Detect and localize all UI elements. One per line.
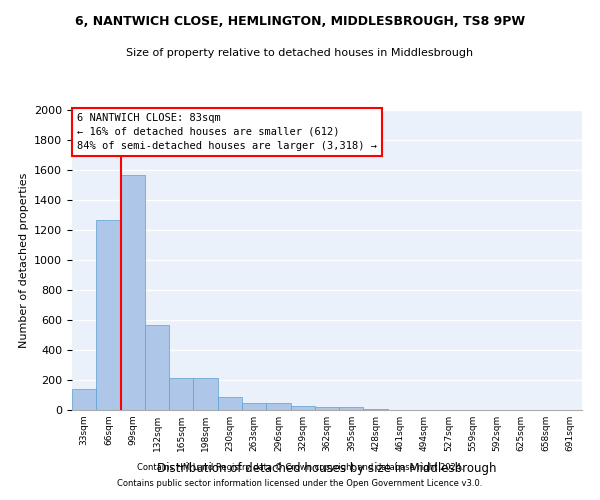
Bar [242,402,266,410]
Text: Contains public sector information licensed under the Open Government Licence v3: Contains public sector information licen… [118,478,482,488]
Bar [266,403,290,410]
Bar [193,378,218,410]
Bar [96,220,121,410]
Text: Size of property relative to detached houses in Middlesbrough: Size of property relative to detached ho… [127,48,473,58]
X-axis label: Distribution of detached houses by size in Middlesbrough: Distribution of detached houses by size … [157,462,497,475]
Bar [218,396,242,410]
Bar [290,406,315,410]
Text: Contains HM Land Registry data © Crown copyright and database right 2024.: Contains HM Land Registry data © Crown c… [137,464,463,472]
Bar [72,389,96,410]
Bar [315,407,339,410]
Bar [121,174,145,410]
Y-axis label: Number of detached properties: Number of detached properties [19,172,29,348]
Bar [364,409,388,410]
Text: 6, NANTWICH CLOSE, HEMLINGTON, MIDDLESBROUGH, TS8 9PW: 6, NANTWICH CLOSE, HEMLINGTON, MIDDLESBR… [75,15,525,28]
Text: 6 NANTWICH CLOSE: 83sqm
← 16% of detached houses are smaller (612)
84% of semi-d: 6 NANTWICH CLOSE: 83sqm ← 16% of detache… [77,113,377,151]
Bar [169,378,193,410]
Bar [145,324,169,410]
Bar [339,407,364,410]
